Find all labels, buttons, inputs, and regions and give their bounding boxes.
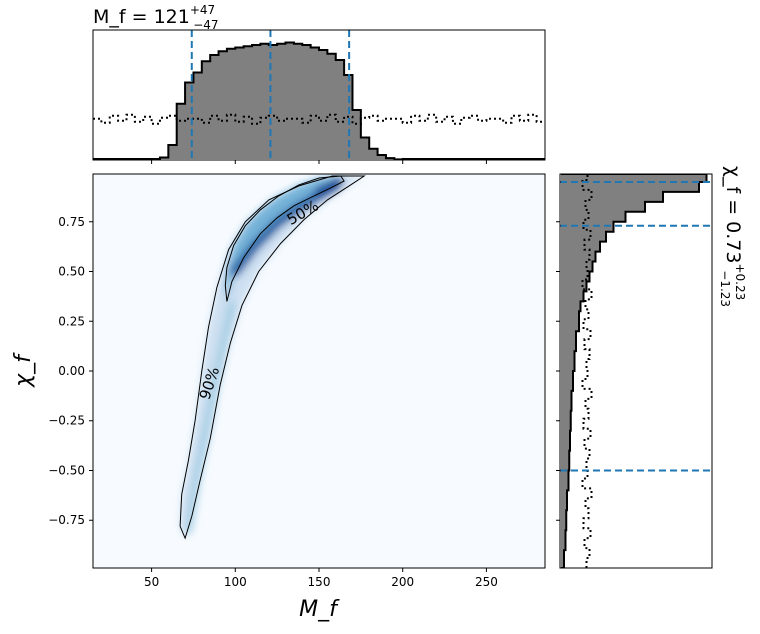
x-tick-label: 100 <box>224 575 247 589</box>
y-tick-label: −0.25 <box>48 414 85 428</box>
y-axis-label: χ_f <box>11 352 36 388</box>
top-marginal-title: M_f = 121+47 −47 <box>93 3 219 32</box>
top-prior-step <box>93 113 545 125</box>
right-posterior-step <box>561 174 708 568</box>
top-title-sub: −47 <box>193 18 218 32</box>
x-tick-label: 50 <box>144 575 159 589</box>
top-title-main: M_f = 121 <box>93 6 190 28</box>
density-tail <box>184 301 236 535</box>
main-density-panel: 50%90% 50 100 150 200 250 −0.75−0.50−0.250.0… <box>11 173 546 622</box>
top-posterior-fill <box>93 42 545 160</box>
contour-90pct <box>179 175 366 540</box>
top-title-sup: +47 <box>190 3 215 17</box>
y-tick-label: 0.25 <box>58 314 85 328</box>
right-marginal-title: χ_f = 0.73+0.23−1.23 <box>718 166 747 307</box>
density-region-50 <box>225 176 345 302</box>
right-title-sup: +0.23 <box>733 263 747 300</box>
top-posterior-step <box>93 41 545 160</box>
density-heatmap <box>180 176 365 539</box>
y-tick-label: 0.50 <box>58 265 85 279</box>
right-posterior-fill <box>561 174 707 568</box>
y-tick-label: 0.00 <box>58 364 85 378</box>
y-tick-label: −0.75 <box>48 513 85 527</box>
right-prior-step <box>581 174 593 568</box>
right-title-main: χ_f = 0.73 <box>722 166 744 263</box>
y-tick-label: −0.50 <box>48 463 85 477</box>
x-tick-label: 200 <box>391 575 414 589</box>
x-tick-label: 150 <box>308 575 331 589</box>
density-region-90 <box>180 176 365 539</box>
y-tick-label: 0.75 <box>58 215 85 229</box>
x-tick-label: 250 <box>475 575 498 589</box>
x-axis-label: M_f <box>299 597 340 622</box>
right-marginal-panel: χ_f = 0.73+0.23−1.23 <box>556 166 747 569</box>
density-peak <box>314 177 344 197</box>
main-background <box>93 174 545 568</box>
right-title-sub: −1.23 <box>718 270 732 307</box>
top-marginal-panel: M_f = 121+47 −47 <box>92 3 546 164</box>
